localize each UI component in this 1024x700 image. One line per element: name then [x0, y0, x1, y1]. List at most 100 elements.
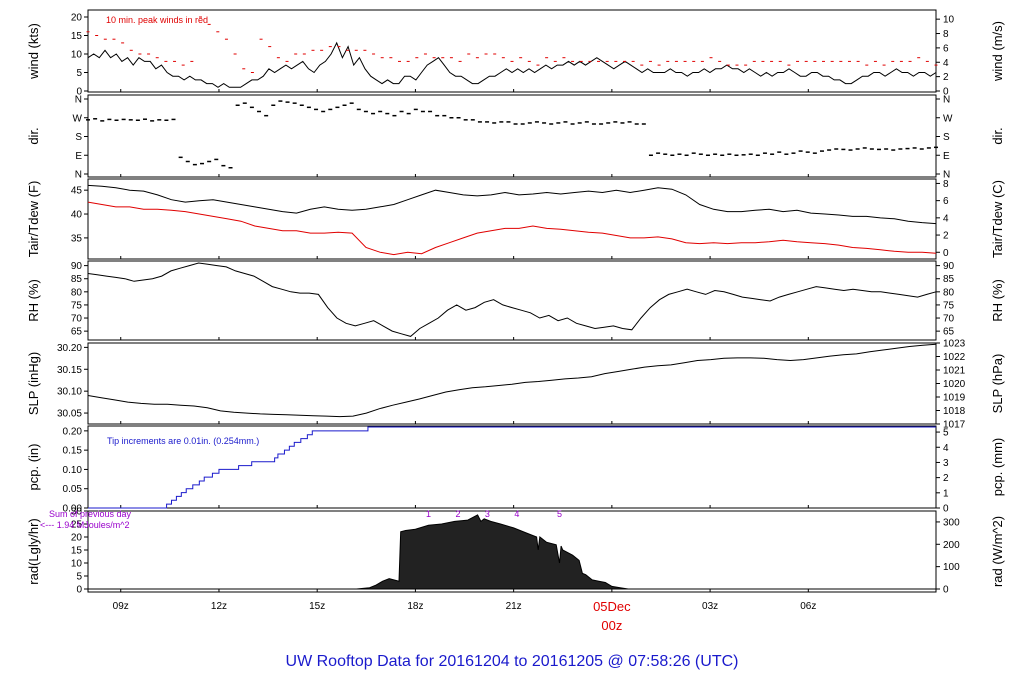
temp-ytick-label-left: 40 [71, 210, 83, 221]
slp-frame [87, 342, 937, 425]
rh-ytick-label-left: 80 [71, 287, 83, 298]
rad-ytick-label-left: 15 [71, 546, 83, 557]
slp-ytick-label-right: 1019 [943, 393, 966, 404]
rad-ytick-label-right: 200 [943, 540, 960, 551]
rad-annotation-line2: <--- 1.94 MJoules/m^2 [40, 520, 130, 530]
rh-ytick-label-left: 85 [71, 274, 83, 285]
dir-ytick-label-left: N [75, 95, 82, 106]
dir-ytick-label-left: W [73, 113, 83, 124]
rh-ytick-label-right: 65 [943, 327, 955, 338]
wind-speed-line [87, 41, 937, 88]
x-tick-label: 03z [702, 601, 718, 612]
x-tick-label: 18z [407, 601, 423, 612]
rh-ytick-label-right: 70 [943, 314, 955, 325]
tdew-line [87, 201, 937, 256]
tair-line [87, 184, 937, 225]
temp-ytick-label-left: 35 [71, 233, 83, 244]
pcp-ytick-label-right: 4 [943, 443, 949, 454]
slp-ytick-label-right: 1017 [943, 420, 966, 431]
wind-ytick-label-right: 0 [943, 87, 949, 98]
x-date-label: 05Dec [593, 599, 631, 614]
pcp-ytick-label-right: 1 [943, 488, 949, 499]
slp-ytick-label-right: 1023 [943, 339, 966, 350]
x-tick-label: 06z [800, 601, 816, 612]
slp-ytick-label-right: 1022 [943, 352, 966, 363]
x-tick-label: 12z [211, 601, 227, 612]
dir-ylabel-left: dir. [26, 127, 41, 144]
pcp-ytick-label-right: 5 [943, 428, 949, 439]
rh-line [87, 262, 937, 337]
pcp-ytick-label-left: 0.05 [63, 484, 83, 495]
x-tick-label: 09z [113, 601, 129, 612]
rad-ytick-label-right: 0 [943, 585, 949, 596]
slp-ytick-label-right: 1018 [943, 406, 966, 417]
wind-ytick-label-right: 10 [943, 15, 955, 26]
panel-rh: 65 70 75 80 85 90 65 70 75 80 85 90 RH (%) RH (%) [26, 260, 1005, 341]
slp-ytick-label-right: 1020 [943, 379, 966, 390]
wind-ylabel-right: wind (m/s) [990, 21, 1005, 82]
temp-ytick-label-right: 6 [943, 196, 949, 207]
dir-ytick-label-left: N [75, 170, 82, 181]
dir-ytick-label-right: W [943, 113, 953, 124]
page-title: UW Rooftop Data for 20161204 to 20161205… [286, 653, 739, 670]
rad-marker-label: 5 [557, 509, 562, 519]
rad-ylabel-left: rad(Lgly/hr) [26, 518, 41, 584]
wind-frame [87, 9, 937, 93]
wind-ytick-label-left: 5 [76, 68, 82, 79]
rad-marker-label: 3 [485, 509, 490, 519]
rad-ytick-label-right: 100 [943, 562, 960, 573]
slp-line [87, 343, 937, 418]
rh-ytick-label-left: 70 [71, 314, 83, 325]
rad-ytick-label-left: 30 [71, 507, 83, 518]
pcp-frame [87, 425, 937, 509]
wind-ytick-label-right: 8 [943, 29, 949, 40]
temp-ytick-label-right: 2 [943, 231, 949, 242]
rad-ylabel-right: rad (W/m^2) [990, 516, 1005, 587]
wind-ytick-label-left: 15 [71, 31, 83, 42]
rh-ytick-label-right: 85 [943, 274, 955, 285]
pcp-annotation: Tip increments are 0.01in. (0.254mm.) [107, 436, 259, 446]
rad-marker-label: 4 [514, 509, 519, 519]
pcp-ytick-label-right: 0 [943, 504, 949, 515]
temp-ylabel-right: Tair/Tdew (C) [990, 180, 1005, 258]
pcp-ytick-label-right: 3 [943, 458, 949, 469]
slp-ytick-label-left: 30.05 [57, 409, 82, 420]
rh-ytick-label-left: 90 [71, 261, 83, 272]
rad-ytick-label-right: 300 [943, 517, 960, 528]
dir-ytick-label-right: S [943, 132, 950, 143]
pcp-ylabel-left: pcp. (in) [26, 444, 41, 491]
panel-slp: 30.05 30.10 30.15 30.20 1017 1018 1019 1020 1021… [26, 339, 1005, 431]
rh-ytick-label-right: 80 [943, 287, 955, 298]
rad-marker-label: 1 [426, 509, 431, 519]
dir-ylabel-right: dir. [990, 127, 1005, 144]
pcp-step-line [88, 426, 936, 509]
temp-ytick-label-right: 8 [943, 179, 949, 190]
slp-ytick-label-left: 30.15 [57, 365, 82, 376]
rad-marker-label: 2 [455, 509, 460, 519]
dir-frame [87, 94, 937, 178]
pcp-ytick-label-left: 0.10 [63, 465, 83, 476]
rh-ylabel-left: RH (%) [26, 279, 41, 322]
x-tick-label: 15z [309, 601, 325, 612]
panel-pcp: 0.00 0.05 0.10 0.15 0.20 0 1 2 3 4 5 pcp. (in) pcp. … [26, 425, 1005, 515]
pcp-ytick-label-right: 2 [943, 473, 949, 484]
rad-ytick-label-left: 5 [76, 572, 82, 583]
temp-ytick-label-right: 4 [943, 213, 949, 224]
slp-ytick-label-left: 30.10 [57, 387, 82, 398]
rad-ytick-label-left: 20 [71, 533, 83, 544]
temp-frame [87, 178, 937, 260]
x-tick-label: 21z [506, 601, 522, 612]
rad-ytick-label-left: 0 [76, 585, 82, 596]
dir-ytick-label-right: N [943, 170, 950, 181]
rad-frame [87, 510, 937, 593]
rh-ylabel-right: RH (%) [990, 279, 1005, 322]
dir-ytick-label-left: S [75, 132, 82, 143]
wind-ytick-label-right: 6 [943, 43, 949, 54]
wind-ytick-label-left: 10 [71, 50, 83, 61]
wind-ytick-label-right: 2 [943, 72, 949, 83]
x-axis: 09z 12z 15z 18z 21z 05Dec 00z 03z 06z [113, 599, 817, 633]
temp-ytick-label-right: 0 [943, 248, 949, 259]
slp-ytick-label-right: 1021 [943, 366, 966, 377]
